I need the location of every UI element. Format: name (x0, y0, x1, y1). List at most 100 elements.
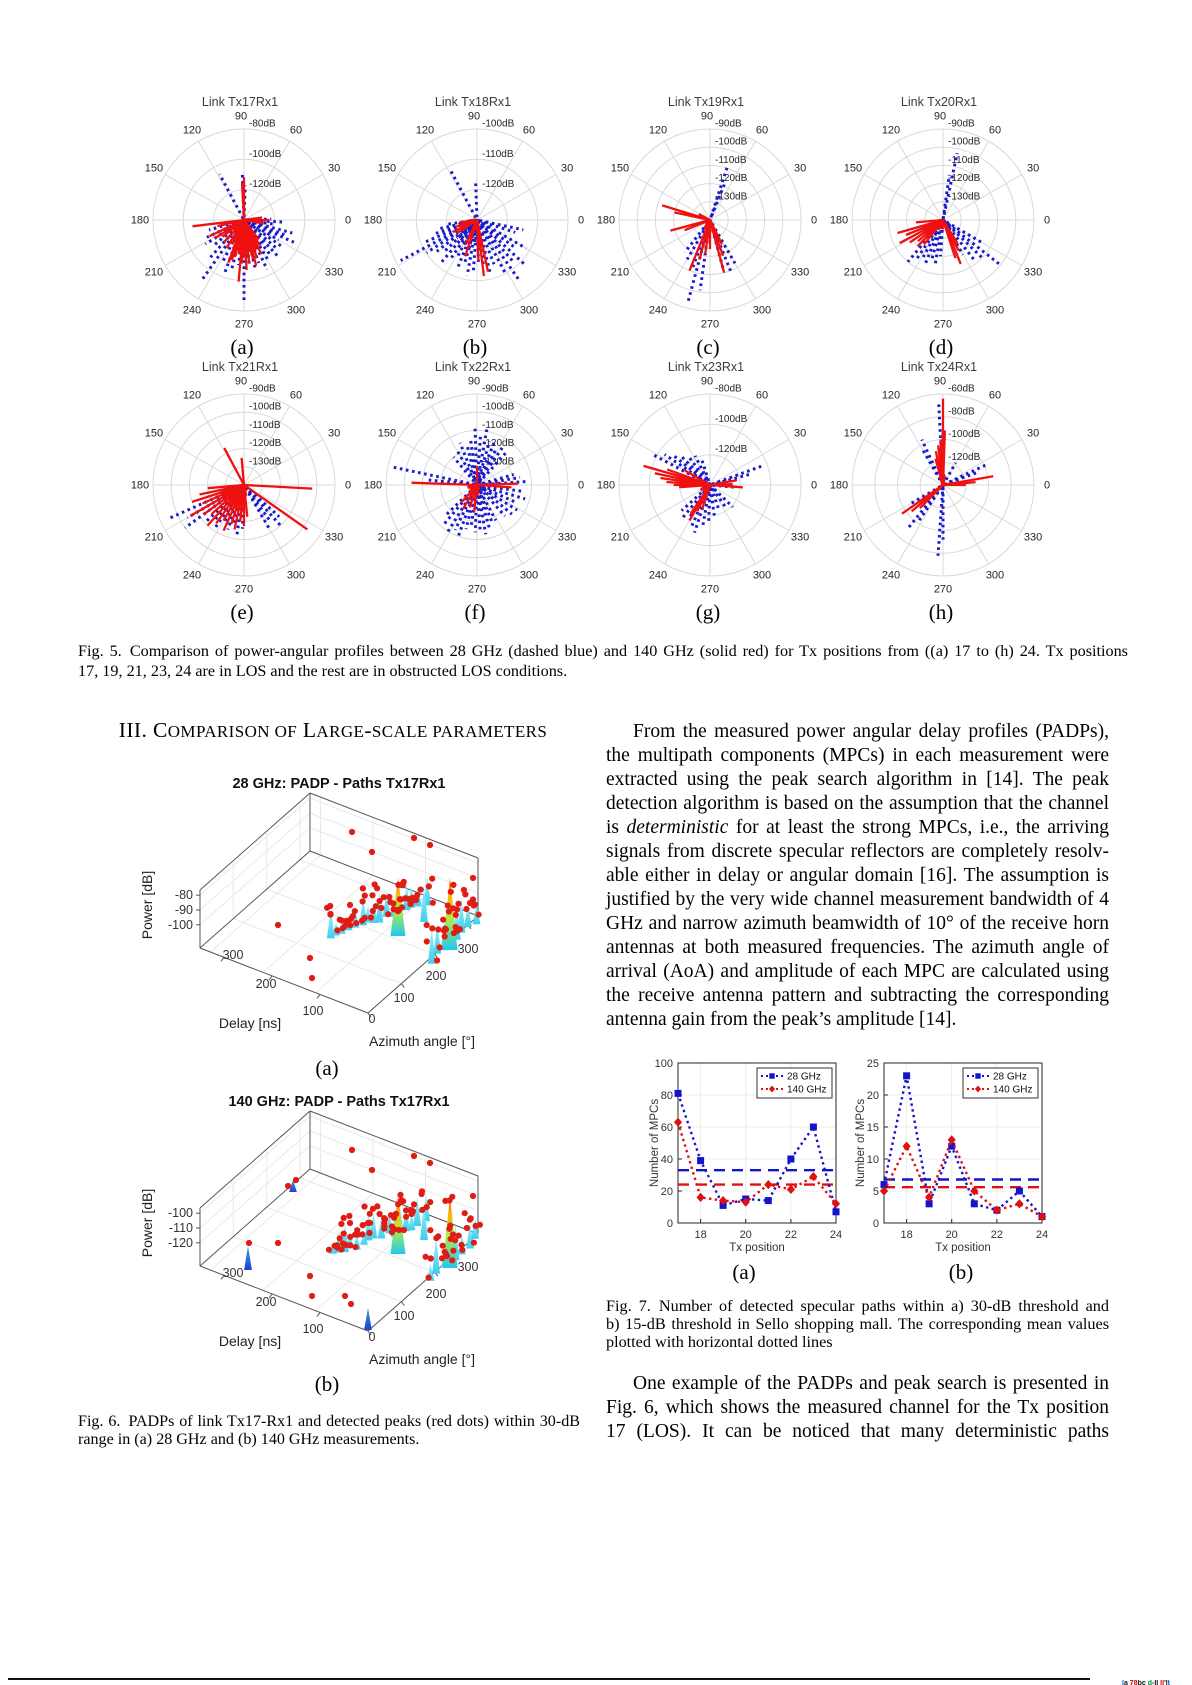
svg-text:-110dB: -110dB (715, 155, 747, 166)
svg-text:150: 150 (378, 163, 396, 175)
svg-text:20: 20 (661, 1186, 673, 1198)
svg-text:120: 120 (882, 389, 900, 401)
svg-text:-100dB: -100dB (715, 137, 748, 148)
svg-text:80: 80 (661, 1090, 673, 1102)
svg-text:0: 0 (873, 1218, 879, 1230)
svg-text:28 GHz: PADP - Paths Tx17Rx1: 28 GHz: PADP - Paths Tx17Rx1 (232, 776, 445, 792)
svg-text:25: 25 (867, 1058, 879, 1070)
svg-text:200: 200 (426, 1287, 447, 1301)
svg-text:-120dB: -120dB (249, 438, 282, 449)
svg-text:(b): (b) (949, 1260, 974, 1284)
svg-text:0: 0 (1044, 215, 1050, 227)
svg-text:-90dB: -90dB (948, 119, 975, 130)
svg-text:180: 180 (597, 215, 615, 227)
svg-text:18: 18 (694, 1229, 706, 1241)
svg-text:270: 270 (468, 584, 486, 596)
svg-text:60: 60 (523, 389, 535, 401)
svg-text:Link Tx17Rx1: Link Tx17Rx1 (202, 95, 278, 109)
svg-text:60: 60 (989, 124, 1001, 136)
svg-text:90: 90 (235, 111, 247, 123)
svg-text:24: 24 (830, 1229, 842, 1241)
svg-text:-60dB: -60dB (948, 384, 975, 395)
svg-text:270: 270 (701, 584, 719, 596)
svg-text:-90dB: -90dB (715, 119, 742, 130)
svg-text:-80dB: -80dB (715, 384, 742, 395)
svg-text:120: 120 (183, 389, 201, 401)
svg-text:300: 300 (986, 305, 1004, 317)
svg-text:(a): (a) (732, 1260, 755, 1284)
svg-text:150: 150 (611, 163, 629, 175)
svg-text:150: 150 (844, 163, 862, 175)
svg-text:60: 60 (661, 1122, 673, 1134)
svg-text:(b): (b) (463, 335, 488, 359)
svg-text:Link Tx24Rx1: Link Tx24Rx1 (901, 360, 977, 374)
svg-text:300: 300 (986, 570, 1004, 582)
svg-text:100: 100 (394, 991, 415, 1005)
svg-text:Number of MPCs: Number of MPCs (855, 1099, 867, 1187)
svg-text:270: 270 (235, 319, 253, 331)
svg-text:-100dB: -100dB (948, 137, 981, 148)
svg-text:Link Tx18Rx1: Link Tx18Rx1 (435, 95, 511, 109)
svg-text:-110dB: -110dB (482, 420, 514, 431)
svg-text:210: 210 (611, 532, 629, 544)
svg-text:0: 0 (578, 480, 584, 492)
svg-text:300: 300 (287, 570, 305, 582)
svg-text:270: 270 (934, 319, 952, 331)
svg-text:-100dB: -100dB (482, 119, 515, 130)
svg-text:140 GHz: 140 GHz (993, 1085, 1032, 1096)
svg-text:-100dB: -100dB (249, 402, 282, 413)
svg-text:210: 210 (378, 532, 396, 544)
svg-text:-130dB: -130dB (482, 456, 515, 467)
svg-text:150: 150 (145, 163, 163, 175)
svg-text:Delay [ns]: Delay [ns] (219, 1015, 281, 1031)
svg-text:330: 330 (325, 532, 343, 544)
svg-text:330: 330 (1024, 532, 1042, 544)
svg-text:90: 90 (701, 111, 713, 123)
svg-text:240: 240 (416, 305, 434, 317)
svg-text:330: 330 (558, 532, 576, 544)
svg-text:(b): (b) (315, 1372, 340, 1396)
svg-text:20: 20 (946, 1229, 958, 1241)
svg-text:10: 10 (867, 1154, 879, 1166)
svg-text:-100: -100 (168, 918, 193, 932)
svg-text:210: 210 (145, 267, 163, 279)
svg-text:30: 30 (561, 428, 573, 440)
svg-text:-130dB: -130dB (715, 191, 748, 202)
svg-text:90: 90 (468, 111, 480, 123)
svg-text:180: 180 (597, 480, 615, 492)
svg-text:0: 0 (811, 480, 817, 492)
svg-text:90: 90 (934, 376, 946, 388)
svg-text:-100dB: -100dB (249, 149, 282, 160)
svg-text:-120dB: -120dB (249, 179, 282, 190)
svg-text:60: 60 (290, 389, 302, 401)
svg-text:60: 60 (523, 124, 535, 136)
svg-text:28 GHz: 28 GHz (993, 1072, 1027, 1083)
svg-text:120: 120 (416, 124, 434, 136)
svg-text:0: 0 (811, 215, 817, 227)
svg-text:240: 240 (416, 570, 434, 582)
svg-text:300: 300 (753, 570, 771, 582)
svg-text:300: 300 (753, 305, 771, 317)
svg-text:Power [dB]: Power [dB] (139, 871, 155, 939)
svg-text:0: 0 (345, 215, 351, 227)
svg-text:120: 120 (416, 389, 434, 401)
svg-text:90: 90 (701, 376, 713, 388)
svg-text:200: 200 (426, 969, 447, 983)
svg-text:0: 0 (345, 480, 351, 492)
svg-text:-90dB: -90dB (249, 384, 276, 395)
svg-text:(g): (g) (696, 600, 721, 624)
svg-text:Delay [ns]: Delay [ns] (219, 1333, 281, 1349)
svg-text:210: 210 (844, 267, 862, 279)
svg-text:0: 0 (1044, 480, 1050, 492)
svg-text:270: 270 (934, 584, 952, 596)
svg-text:-120dB: -120dB (715, 173, 748, 184)
svg-text:15: 15 (867, 1122, 879, 1134)
svg-text:120: 120 (183, 124, 201, 136)
svg-text:100: 100 (303, 1322, 324, 1336)
svg-text:60: 60 (756, 124, 768, 136)
svg-text:30: 30 (1027, 428, 1039, 440)
svg-text:300: 300 (520, 305, 538, 317)
svg-text:-130dB: -130dB (249, 456, 282, 467)
svg-text:200: 200 (256, 977, 277, 991)
svg-text:210: 210 (611, 267, 629, 279)
